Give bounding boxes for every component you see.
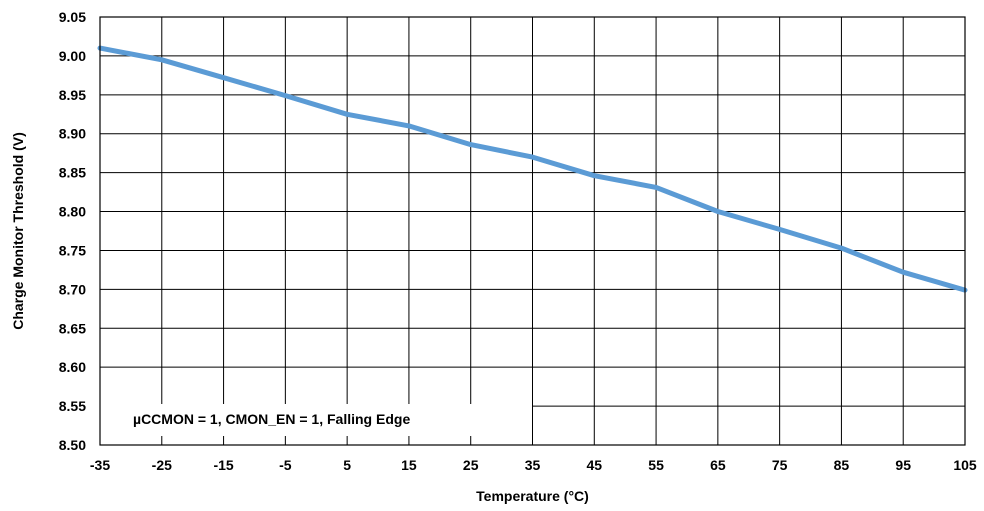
x-tick-labels: -35 -25 -15 -5 5 15 25 35 45 55 65 75 85 95 105 xyxy=(90,457,977,473)
x-tick-label: 15 xyxy=(401,457,417,473)
series-lines xyxy=(97,45,968,293)
y-tick-label: 8.60 xyxy=(59,359,86,375)
y-tick-label: 8.95 xyxy=(59,87,86,103)
y-tick-label: 8.85 xyxy=(59,165,86,181)
x-tick-label: 45 xyxy=(586,457,602,473)
y-axis-label: Charge Monitor Threshold (V) xyxy=(10,132,26,330)
x-tick-label: 55 xyxy=(648,457,664,473)
y-tick-label: 9.05 xyxy=(59,9,86,25)
y-tick-label: 8.80 xyxy=(59,204,86,220)
y-tick-label: 9.00 xyxy=(59,48,86,64)
y-tick-label: 8.65 xyxy=(59,320,86,336)
x-tick-label: 5 xyxy=(343,457,351,473)
x-tick-label: -35 xyxy=(90,457,110,473)
y-tick-label: 8.50 xyxy=(59,437,86,453)
x-tick-label: -5 xyxy=(279,457,292,473)
x-tick-label: -25 xyxy=(152,457,172,473)
y-tick-labels: 9.05 9.00 8.95 8.90 8.85 8.80 8.75 8.70 8.65 8.60… xyxy=(59,9,86,453)
x-tick-label: 95 xyxy=(895,457,911,473)
x-tick-label: 85 xyxy=(834,457,850,473)
y-tick-label: 8.90 xyxy=(59,126,86,142)
y-tick-label: 8.55 xyxy=(59,398,86,414)
plot-area-border xyxy=(99,16,966,446)
annotation-box xyxy=(100,404,532,436)
x-tick-label: 65 xyxy=(710,457,726,473)
x-axis-label: Temperature (°C) xyxy=(476,488,589,504)
x-tick-label: -15 xyxy=(213,457,233,473)
y-tick-label: 8.70 xyxy=(59,281,86,297)
y-tick-label: 8.75 xyxy=(59,242,86,258)
grid-lines xyxy=(99,16,966,446)
x-tick-label: 75 xyxy=(772,457,788,473)
series-line xyxy=(97,45,968,293)
x-tick-label: 35 xyxy=(525,457,541,473)
annotation-text: µCCMON = 1, CMON_EN = 1, Falling Edge xyxy=(133,411,410,427)
x-tick-label: 105 xyxy=(953,457,977,473)
x-tick-label: 25 xyxy=(463,457,479,473)
